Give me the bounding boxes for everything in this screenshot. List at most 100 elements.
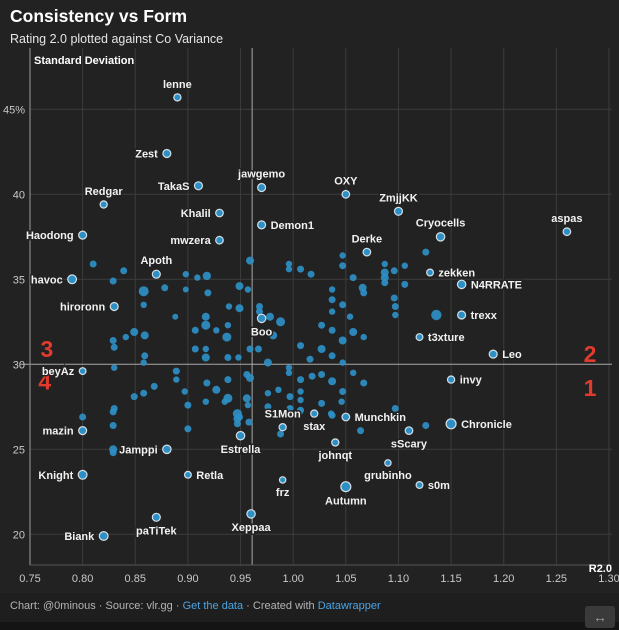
data-point[interactable]	[339, 359, 346, 366]
data-point[interactable]	[138, 286, 149, 297]
data-point[interactable]	[109, 337, 117, 344]
data-point[interactable]	[182, 286, 189, 293]
data-point[interactable]	[110, 343, 118, 351]
data-point[interactable]	[286, 393, 294, 401]
labeled-data-point[interactable]	[78, 230, 88, 240]
labeled-data-point[interactable]	[151, 512, 161, 522]
data-point[interactable]	[130, 328, 139, 336]
data-point[interactable]	[328, 286, 336, 293]
data-point[interactable]	[431, 309, 442, 321]
labeled-data-point[interactable]	[257, 182, 267, 193]
labeled-data-point[interactable]	[215, 208, 224, 218]
data-point[interactable]	[390, 267, 398, 275]
data-point[interactable]	[277, 430, 285, 438]
data-point[interactable]	[141, 352, 149, 360]
get-the-data-link[interactable]: Get the data	[182, 600, 244, 612]
labeled-data-point[interactable]	[404, 426, 414, 436]
data-point[interactable]	[357, 427, 365, 435]
data-point[interactable]	[150, 382, 158, 390]
labeled-data-point[interactable]	[445, 418, 457, 430]
data-point[interactable]	[172, 313, 179, 320]
data-point[interactable]	[264, 403, 272, 411]
data-point[interactable]	[235, 282, 244, 291]
labeled-data-point[interactable]	[257, 220, 267, 230]
data-point[interactable]	[422, 422, 430, 429]
labeled-data-point[interactable]	[193, 181, 204, 191]
data-point[interactable]	[109, 408, 117, 416]
data-point[interactable]	[266, 312, 275, 321]
data-point[interactable]	[111, 364, 118, 371]
labeled-data-point[interactable]	[562, 227, 572, 237]
data-point[interactable]	[140, 331, 149, 340]
labeled-data-point[interactable]	[78, 426, 88, 436]
data-point[interactable]	[338, 398, 345, 405]
labeled-data-point[interactable]	[393, 206, 404, 216]
data-point[interactable]	[245, 418, 253, 426]
data-point[interactable]	[120, 267, 128, 275]
data-point[interactable]	[244, 401, 252, 409]
data-point[interactable]	[246, 373, 255, 382]
labeled-data-point[interactable]	[362, 247, 372, 257]
data-point[interactable]	[338, 336, 347, 345]
data-point[interactable]	[173, 376, 180, 383]
data-point[interactable]	[213, 327, 220, 334]
data-point[interactable]	[191, 326, 199, 334]
labeled-data-point[interactable]	[435, 232, 446, 242]
data-point[interactable]	[242, 394, 251, 403]
labeled-data-point[interactable]	[67, 274, 78, 285]
data-point[interactable]	[295, 408, 303, 416]
data-point[interactable]	[235, 304, 244, 313]
data-point[interactable]	[246, 256, 255, 265]
data-point[interactable]	[391, 415, 399, 423]
data-point[interactable]	[269, 331, 278, 340]
labeled-data-point[interactable]	[278, 423, 287, 432]
datawrapper-link[interactable]: Datawrapper	[317, 600, 381, 612]
data-point[interactable]	[328, 326, 336, 334]
data-point[interactable]	[224, 322, 232, 329]
labeled-data-point[interactable]	[215, 235, 224, 245]
labeled-data-point[interactable]	[415, 481, 424, 490]
data-point[interactable]	[318, 371, 326, 378]
data-point[interactable]	[225, 303, 233, 310]
data-point[interactable]	[233, 420, 241, 428]
data-point[interactable]	[130, 393, 138, 401]
data-point[interactable]	[328, 377, 337, 386]
labeled-data-point[interactable]	[310, 409, 319, 418]
data-point[interactable]	[255, 303, 263, 310]
data-point[interactable]	[391, 405, 399, 412]
data-point[interactable]	[422, 248, 430, 256]
data-point[interactable]	[360, 379, 368, 387]
labeled-data-point[interactable]	[415, 333, 424, 342]
data-point[interactable]	[203, 379, 211, 387]
data-point[interactable]	[297, 396, 304, 404]
data-point[interactable]	[328, 308, 336, 315]
data-point[interactable]	[318, 321, 326, 329]
data-point[interactable]	[184, 425, 192, 433]
data-point[interactable]	[235, 354, 242, 361]
data-point[interactable]	[380, 273, 389, 282]
data-point[interactable]	[254, 345, 262, 353]
data-point[interactable]	[308, 372, 316, 380]
data-point[interactable]	[307, 270, 315, 278]
labeled-data-point[interactable]	[77, 469, 88, 480]
data-point[interactable]	[201, 312, 210, 321]
data-point[interactable]	[140, 359, 147, 366]
data-point[interactable]	[264, 390, 272, 397]
labeled-data-point[interactable]	[341, 412, 351, 422]
data-point[interactable]	[297, 265, 305, 273]
data-point[interactable]	[233, 414, 242, 423]
data-point[interactable]	[392, 311, 399, 319]
data-point[interactable]	[201, 353, 210, 362]
data-point[interactable]	[381, 279, 389, 287]
labeled-data-point[interactable]	[151, 269, 161, 279]
data-point[interactable]	[285, 369, 293, 376]
data-point[interactable]	[275, 386, 282, 393]
data-point[interactable]	[181, 388, 188, 395]
data-point[interactable]	[317, 345, 326, 353]
data-point[interactable]	[161, 284, 169, 292]
data-point[interactable]	[349, 274, 357, 282]
data-point[interactable]	[349, 328, 358, 336]
data-point[interactable]	[297, 342, 305, 350]
data-point[interactable]	[297, 376, 305, 384]
labeled-data-point[interactable]	[256, 313, 267, 324]
